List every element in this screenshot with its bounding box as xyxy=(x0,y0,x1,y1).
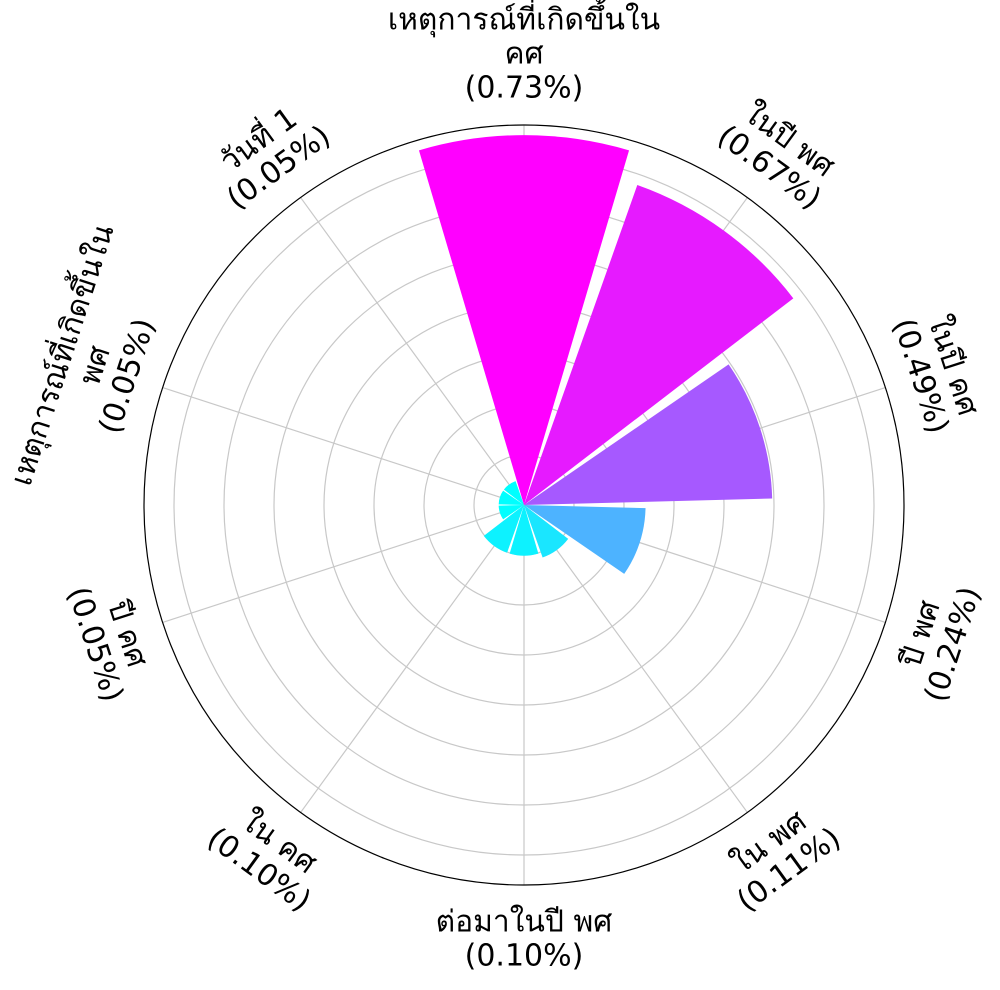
bar-1 xyxy=(418,135,630,505)
category-label-2: ในปี พศ(0.67%) xyxy=(711,91,848,217)
bar-4 xyxy=(524,505,646,574)
category-label-5: ใน พศ(0.11%) xyxy=(711,793,848,919)
bar-9 xyxy=(498,490,524,505)
bar-5 xyxy=(524,505,569,558)
bar-3 xyxy=(524,364,773,505)
grid-spoke xyxy=(523,504,748,813)
grid-spoke xyxy=(300,197,525,506)
bar-group xyxy=(418,135,794,574)
value-label: (0.73%) xyxy=(465,71,584,106)
category-label-8: ปี คศ(0.05%) xyxy=(60,572,162,706)
category-label-6: ต่อมาในปี พศ(0.10%) xyxy=(436,905,613,974)
grid-spoke xyxy=(162,387,525,506)
category-label-4: ปี พศ(0.24%) xyxy=(886,572,988,706)
bar-7 xyxy=(483,505,524,553)
category-label-line: คศ xyxy=(504,37,543,72)
bar-8 xyxy=(498,505,524,520)
grid-spoke xyxy=(300,504,525,813)
polar-frame xyxy=(143,124,905,886)
bar-10 xyxy=(503,481,524,505)
category-label-line: เหตุการณ์ที่เกิดขึ้นใน xyxy=(388,0,660,39)
category-label-9: เหตุการณ์ที่เกิดขึ้นในพศ(0.05%) xyxy=(0,219,186,511)
category-label-3: ในปี คศ(0.49%) xyxy=(886,304,988,438)
category-label-line: ต่อมาในปี พศ xyxy=(436,905,613,940)
category-label-7: ใน คศ(0.10%) xyxy=(201,793,338,919)
category-label-10: วันที่ 1(0.05%) xyxy=(198,88,337,217)
grid-spoke xyxy=(162,504,525,623)
bar-2 xyxy=(524,185,794,505)
bar-6 xyxy=(509,505,539,556)
value-label: (0.10%) xyxy=(465,939,584,974)
category-label-1: เหตุการณ์ที่เกิดขึ้นในคศ(0.73%) xyxy=(388,0,660,106)
